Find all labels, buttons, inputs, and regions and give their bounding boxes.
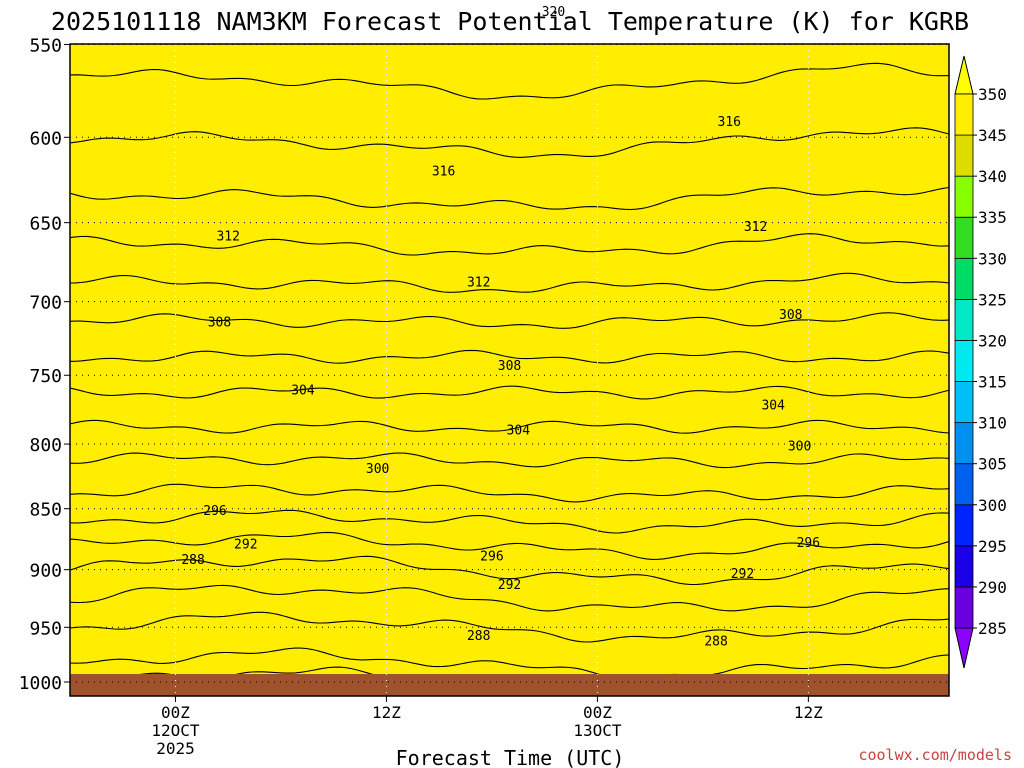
y-tick-label-550: 550 (29, 36, 62, 57)
y-tick-label-750: 750 (29, 366, 62, 387)
contour-312 (70, 233, 949, 256)
contour-292 (70, 555, 949, 586)
contour-label-19: 308 (208, 315, 231, 330)
contour-label-18: 312 (744, 220, 767, 235)
contour-label-20: 308 (498, 359, 521, 374)
colorbar-seg-285 (954, 586, 974, 629)
contour-label-14: 316 (718, 115, 741, 130)
contour-label-27: 296 (203, 504, 226, 519)
contour-304 (70, 385, 949, 400)
colorbar-label-310: 310 (978, 414, 1007, 433)
contour-296 (70, 509, 949, 534)
contour-298 (70, 483, 949, 503)
colorbar-seg-345 (954, 93, 974, 136)
colorbar-label-320: 320 (978, 331, 1007, 350)
contour-290 (70, 584, 949, 612)
colorbar-seg-310 (954, 381, 974, 424)
contour-label-25: 300 (366, 462, 389, 477)
contour-label-34: 292 (731, 567, 754, 582)
grid-lines (70, 44, 1020, 696)
contour-label-28: 292 (234, 537, 257, 552)
colorbar-seg-300 (954, 463, 974, 506)
y-tick-label-850: 850 (29, 500, 62, 521)
contour-labels: 3483403363403363323323283243283243203203… (181, 5, 820, 650)
colorbar-seg-320 (954, 298, 974, 341)
contour-label-32: 288 (467, 629, 490, 644)
contour-label-33: 296 (797, 536, 820, 551)
x-tick-label-0-1: 12OCT (151, 721, 200, 740)
colorbar-cap-bottom (954, 627, 974, 669)
chart-title: 2025101118 NAM3KM Forecast Potential Tem… (51, 7, 969, 36)
colorbar-label-285: 285 (978, 619, 1007, 638)
plot-frame (69, 43, 950, 697)
contour-286 (70, 647, 949, 680)
x-axis-label: Forecast Time (UTC) (396, 746, 625, 768)
contour-label-35: 288 (704, 635, 727, 650)
contour-label-15: 316 (432, 165, 455, 180)
colorbar-cap-top (954, 55, 974, 95)
y-tick-label-950: 950 (29, 618, 62, 639)
color-bands (70, 44, 949, 696)
y-tick-label-800: 800 (29, 435, 62, 456)
contour-label-21: 308 (779, 308, 802, 323)
contour-300 (70, 452, 949, 469)
contour-label-31: 292 (498, 578, 521, 593)
colorbar-label-350: 350 (978, 85, 1007, 104)
colorbar: 350 345 340 335 330 325 320 315 310 305 300 295 290 2… (954, 55, 1007, 669)
colorbar-label-330: 330 (978, 249, 1007, 268)
x-tick-label-24-0: 00Z (583, 703, 612, 722)
ground-surface (70, 674, 949, 696)
contour-label-23: 304 (507, 423, 531, 438)
colorbar-label-305: 305 (978, 455, 1007, 474)
colorbar-label-295: 295 (978, 537, 1007, 556)
contour-310 (70, 272, 949, 293)
colorbar-seg-295 (954, 504, 974, 547)
contour-294 (70, 531, 949, 560)
contour-288 (70, 611, 949, 643)
colorbar-label-315: 315 (978, 373, 1007, 392)
y-axis: 2503003504004505005506006507007508008509… (19, 36, 70, 694)
contour-302 (70, 419, 949, 434)
colorbar-seg-325 (954, 257, 974, 300)
colorbar-seg-315 (954, 340, 974, 382)
contour-label-26: 300 (788, 439, 811, 454)
y-tick-label-1000: 1000 (19, 673, 62, 694)
y-tick-label-900: 900 (29, 561, 62, 582)
colorbar-label-325: 325 (978, 290, 1007, 309)
contour-label-12: 320 (542, 5, 565, 20)
contour-label-22: 304 (291, 383, 315, 398)
colorbar-seg-335 (954, 175, 974, 218)
contour-label-29: 288 (181, 553, 204, 568)
contour-308 (70, 312, 949, 329)
colorbar-seg-330 (954, 216, 974, 259)
x-tick-label-0-0: 00Z (161, 703, 190, 722)
colorbar-label-290: 290 (978, 578, 1007, 597)
colorbar-label-345: 345 (978, 126, 1007, 145)
contour-314 (70, 186, 949, 211)
colorbar-seg-340 (954, 134, 974, 177)
x-tick-label-24-1: 13OCT (573, 721, 622, 740)
credit-text[interactable]: coolwx.com/models (858, 746, 1012, 764)
y-tick-label-700: 700 (29, 293, 62, 314)
colorbar-seg-305 (954, 422, 974, 465)
contour-label-30: 296 (480, 549, 503, 564)
colorbar-label-335: 335 (978, 208, 1007, 227)
x-tick-label-12-0: 12Z (372, 703, 401, 722)
contour-318 (70, 62, 949, 100)
x-tick-label-0-2: 2025 (156, 739, 195, 758)
y-tick-label-650: 650 (29, 214, 62, 235)
contour-label-16: 312 (216, 230, 239, 245)
contour-306 (70, 349, 949, 364)
y-tick-label-600: 600 (29, 128, 62, 149)
band-below-350 (70, 44, 949, 696)
contour-label-24: 304 (761, 399, 785, 414)
colorbar-seg-290 (954, 545, 974, 588)
colorbar-label-300: 300 (978, 496, 1007, 515)
x-tick-label-36-0: 12Z (794, 703, 823, 722)
contour-label-17: 312 (467, 276, 490, 291)
colorbar-label-340: 340 (978, 167, 1007, 186)
